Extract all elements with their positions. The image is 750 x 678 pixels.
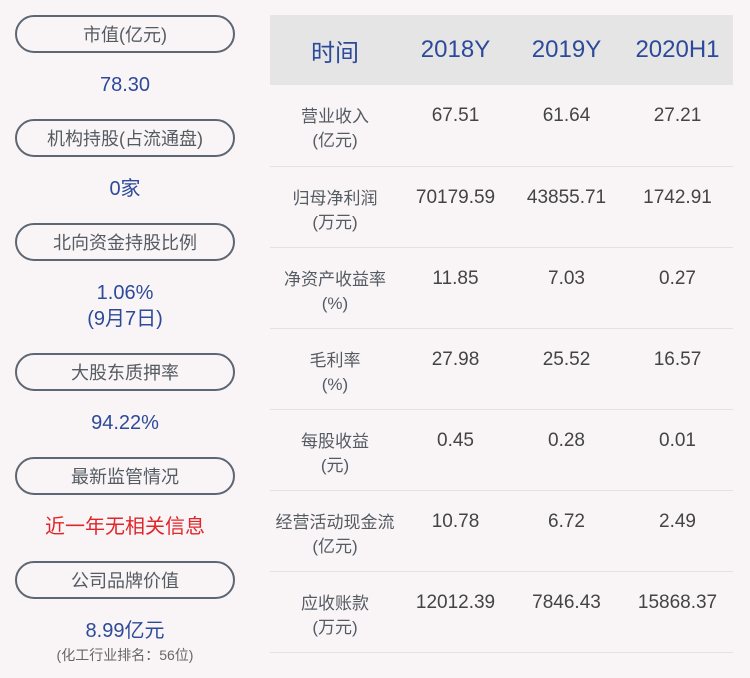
pledge-rate-value: 94.22% [91, 412, 159, 434]
cell-value: 0.28 [511, 409, 622, 491]
cell-value: 70179.59 [400, 166, 511, 248]
header-2018: 2018Y [400, 15, 511, 85]
metric-name: 归母净利润 [292, 188, 378, 208]
table-row: 每股收益 (元) 0.45 0.28 0.01 [270, 409, 733, 491]
cell-value: 2.49 [622, 490, 733, 572]
header-time: 时间 [270, 15, 400, 85]
row-label: 每股收益 (元) [270, 409, 400, 491]
metric-unit: (亿元) [312, 131, 358, 150]
metric-unit: (万元) [312, 212, 358, 232]
cell-value: 25.52 [511, 328, 622, 410]
cell-value: 43855.71 [511, 166, 622, 248]
cell-value: 7.03 [511, 247, 622, 329]
table-row: 应收账款 (万元) 12012.39 7846.43 15868.37 [270, 571, 733, 653]
cell-value: 1742.91 [622, 166, 733, 248]
table-row: 经营活动现金流 (亿元) 10.78 6.72 2.49 [270, 490, 733, 572]
cell-value: 61.64 [511, 85, 622, 167]
metric-name: 营业收入 [301, 107, 369, 126]
metric-name: 每股收益 [301, 431, 369, 451]
market-cap-value: 78.30 [99, 74, 151, 96]
table-row: 净资产收益率 (%) 11.85 7.03 0.27 [270, 247, 733, 329]
cell-value: 10.78 [400, 490, 511, 572]
row-label: 归母净利润 (万元) [270, 166, 400, 248]
northbound-ratio-label: 北向资金持股比例 [15, 223, 235, 261]
row-label: 应收账款 (万元) [270, 571, 400, 653]
regulation-value: 近一年无相关信息 [45, 516, 205, 538]
financial-table: 时间 2018Y 2019Y 2020H1 营业收入 (亿元) 67.51 61.64… [270, 15, 733, 653]
header-2020h1: 2020H1 [622, 15, 733, 85]
cell-value: 0.27 [622, 247, 733, 329]
metric-unit: (万元) [312, 617, 358, 637]
metric-name: 毛利率 [309, 350, 361, 370]
cell-value: 27.98 [400, 328, 511, 410]
cell-value: 6.72 [511, 490, 622, 572]
row-label: 净资产收益率 (%) [270, 247, 400, 329]
cell-value: 11.85 [400, 247, 511, 329]
cell-value: 0.45 [400, 409, 511, 491]
metric-unit: (亿元) [312, 536, 358, 556]
cell-value: 67.51 [400, 85, 511, 167]
regulation-label: 最新监管情况 [15, 457, 235, 495]
header-2019: 2019Y [511, 15, 622, 85]
table-row: 归母净利润 (万元) 70179.59 43855.71 1742.91 [270, 166, 733, 248]
cell-value: 15868.37 [622, 571, 733, 653]
row-label: 毛利率 (%) [270, 328, 400, 410]
brand-value-label: 公司品牌价值 [15, 561, 235, 599]
table-row: 毛利率 (%) 27.98 25.52 16.57 [270, 328, 733, 410]
row-label: 营业收入 (亿元) [270, 85, 400, 167]
cell-value: 16.57 [622, 328, 733, 410]
metric-name: 应收账款 [301, 593, 369, 613]
market-cap-label: 市值(亿元) [15, 15, 235, 53]
cell-value: 7846.43 [511, 571, 622, 653]
metric-unit: (元) [320, 455, 350, 475]
northbound-ratio-value: 1.06% [96, 282, 154, 304]
brand-rank-note: (化工行业排名：56位) [56, 647, 194, 663]
cell-value: 12012.39 [400, 571, 511, 653]
table-row: 营业收入 (亿元) 67.51 61.64 27.21 [270, 85, 733, 167]
row-label: 经营活动现金流 (亿元) [270, 490, 400, 572]
brand-value: 8.99亿元 [85, 620, 165, 642]
table-header: 时间 2018Y 2019Y 2020H1 [270, 15, 733, 85]
metric-unit: (%) [321, 374, 349, 394]
northbound-ratio-date: (9月7日) [87, 308, 163, 330]
metric-name: 净资产收益率 [284, 269, 386, 289]
institution-holding-label: 机构持股(占流通盘) [15, 119, 235, 157]
metric-name: 经营活动现金流 [275, 512, 395, 532]
pledge-rate-label: 大股东质押率 [15, 353, 235, 391]
institution-holding-value: 0家 [109, 178, 141, 200]
cell-value: 27.21 [622, 85, 733, 167]
cell-value: 0.01 [622, 409, 733, 491]
metric-unit: (%) [321, 293, 349, 313]
